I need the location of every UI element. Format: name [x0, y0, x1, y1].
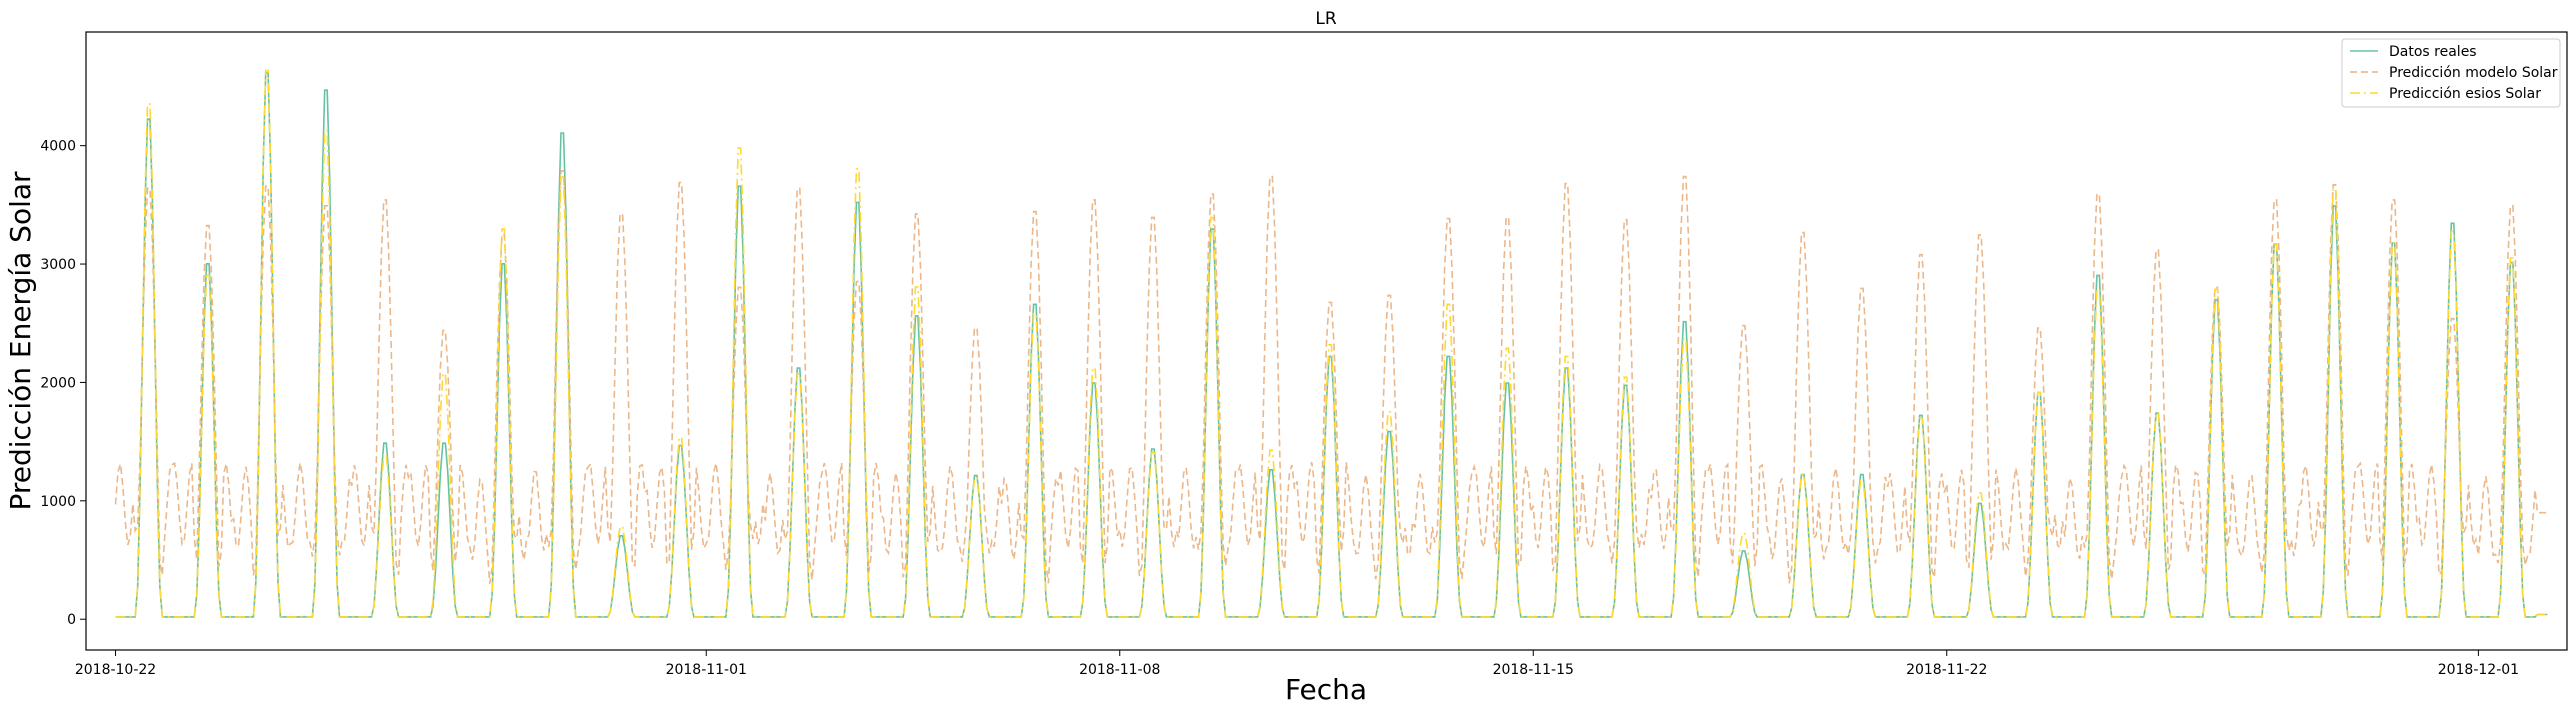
chart-title: LR — [1315, 9, 1336, 29]
y-axis: 0 1000 2000 3000 4000 — [40, 139, 86, 628]
series-line-1 — [114, 170, 2548, 584]
y-tick-label: 4000 — [40, 139, 76, 155]
y-tick-label: 1000 — [40, 494, 76, 510]
x-tick-label: 2018-10-22 — [75, 662, 156, 678]
plot-frame — [85, 31, 2568, 651]
x-tick-label: 2018-12-01 — [2438, 662, 2519, 678]
x-tick-label: 2018-11-08 — [1079, 662, 1160, 678]
x-axis: 2018-10-22 2018-11-01 2018-11-08 2018-11-15… — [75, 650, 2519, 678]
y-tick-label: 0 — [67, 612, 76, 628]
y-tick-label: 2000 — [40, 375, 76, 391]
legend: Datos reales Predicción modelo Solar Pre… — [2341, 38, 2561, 108]
legend-box — [2341, 38, 2561, 108]
series-layer — [114, 69, 2548, 618]
y-tick-label: 3000 — [40, 257, 76, 273]
legend-label-real: Datos reales — [2389, 44, 2477, 60]
legend-label-model: Predicción modelo Solar — [2389, 65, 2558, 81]
series-line-2 — [115, 69, 2548, 618]
x-tick-label: 2018-11-01 — [666, 662, 747, 678]
x-tick-label: 2018-11-15 — [1493, 662, 1574, 678]
legend-label-esios: Predicción esios Solar — [2389, 86, 2541, 102]
x-axis-label: Fecha — [1285, 673, 1367, 706]
y-axis-label: Predicción Energía Solar — [4, 171, 37, 511]
x-tick-label: 2018-11-22 — [1906, 662, 1987, 678]
